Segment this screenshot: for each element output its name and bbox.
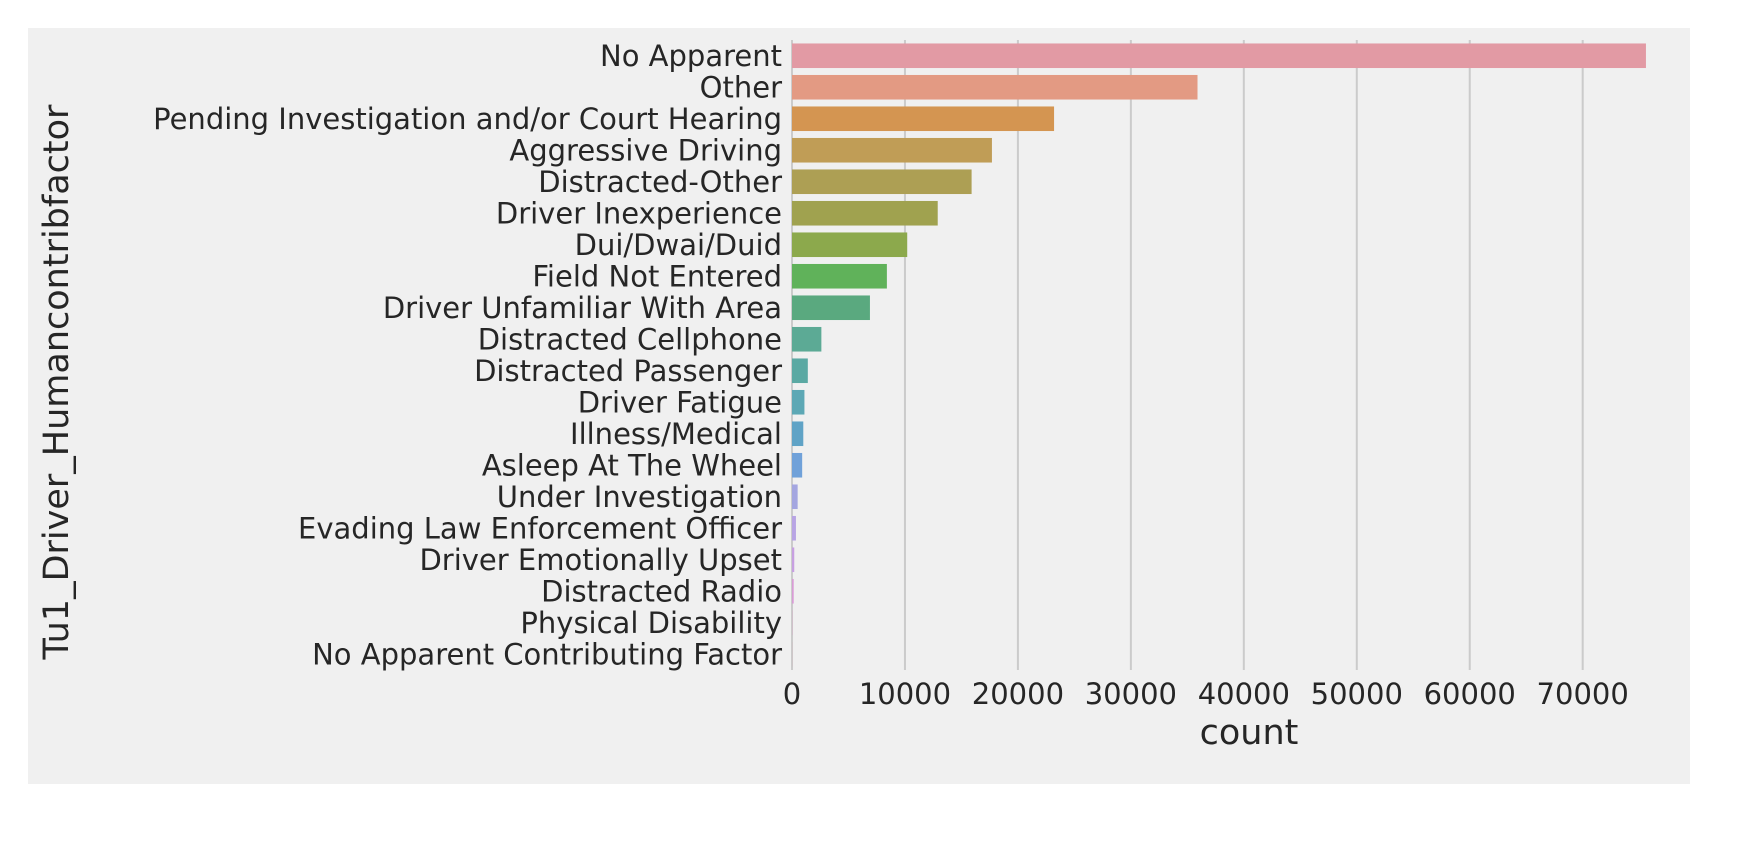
x-tick-label: 0 [783,677,801,711]
x-tick-label: 70000 [1537,677,1629,711]
bar [792,452,803,478]
bar [792,389,805,415]
x-tick-label: 50000 [1311,677,1403,711]
category-label: Physical Disability [520,606,782,640]
category-label: No Apparent [600,39,782,73]
category-label: Driver Fatigue [578,385,782,419]
gridlines [791,40,1584,670]
x-tick-labels: 0 10000 20000 30000 40000 50000 60000 70000 [783,677,1629,711]
bar [792,232,908,258]
bar [792,137,992,163]
bar [792,200,938,226]
category-label: Illness/Medical [570,417,782,451]
category-label: Field Not Entered [532,259,782,293]
bar [792,169,972,195]
category-label: Under Investigation [497,480,782,514]
bar [792,43,1646,69]
bar [792,484,798,510]
bar [792,74,1198,100]
chart-figure: No Apparent Other Pending Investigation an… [28,28,1690,784]
category-label: Distracted Cellphone [478,322,782,356]
x-tick-label: 40000 [1198,677,1290,711]
category-label: Driver Unfamiliar With Area [383,291,782,325]
category-label: Dui/Dwai/Duid [575,228,782,262]
bar [792,421,804,447]
bars [792,43,1646,667]
bar [792,358,808,384]
category-label: Distracted Radio [541,574,782,608]
bar [792,326,822,352]
category-label: Aggressive Driving [509,133,782,167]
category-label: Asleep At The Wheel [482,448,782,482]
category-label: Other [700,70,782,104]
y-axis-title: Tu1_Driver_Humancontribfactor [37,104,77,660]
category-label: Driver Inexperience [496,196,782,230]
x-tick-label: 30000 [1085,677,1177,711]
bar [792,578,794,604]
category-label: Distracted-Other [538,165,782,199]
x-tick-label: 20000 [972,677,1064,711]
category-label: Distracted Passenger [474,354,782,388]
x-tick-label: 60000 [1424,677,1516,711]
x-tick-label: 10000 [859,677,951,711]
bar [792,263,887,289]
category-label: Evading Law Enforcement Officer [298,511,782,545]
bar [792,106,1055,132]
x-axis-title: count [1200,713,1299,753]
category-label: No Apparent Contributing Factor [312,637,782,671]
bar [792,515,796,541]
category-label: Driver Emotionally Upset [419,543,782,577]
bar [792,295,870,321]
category-label: Pending Investigation and/or Court Heari… [153,102,782,136]
bar [792,547,795,573]
